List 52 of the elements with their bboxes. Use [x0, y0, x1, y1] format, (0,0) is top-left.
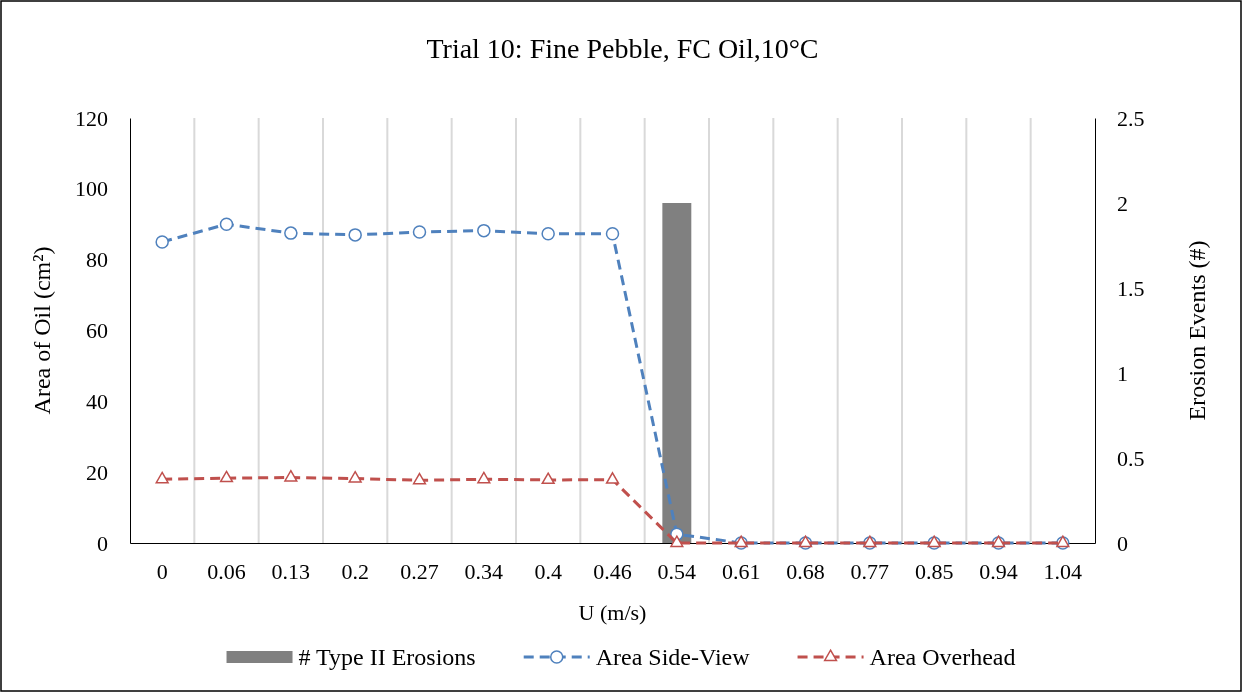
y2-tick-label: 1.5 — [1117, 275, 1145, 301]
point — [412, 225, 427, 239]
x-tick-label: 0.77 — [850, 558, 890, 584]
point — [284, 226, 298, 240]
x-tick-label: 0.2 — [341, 558, 369, 584]
point — [412, 472, 427, 485]
y-tick-label: 20 — [86, 459, 108, 485]
y2-tick-label: 2 — [1117, 190, 1128, 216]
point — [477, 471, 491, 484]
y2-tick-label: 2.5 — [1117, 105, 1145, 131]
point — [605, 472, 620, 484]
x-axis-title: U (m/s) — [578, 600, 647, 625]
point — [284, 469, 298, 482]
y2-tick-label: 0 — [1117, 530, 1128, 556]
chart-title: Trial 10: Fine Pebble, FC Oil,10°C — [426, 33, 819, 64]
y2-tick-label: 0.5 — [1117, 445, 1145, 471]
point — [670, 535, 684, 548]
y-tick-label: 80 — [86, 247, 108, 273]
point — [348, 228, 362, 242]
point — [155, 235, 169, 249]
point — [219, 217, 234, 231]
x-tick-label: 0.13 — [271, 558, 311, 584]
x-tick-label: 0.61 — [721, 558, 761, 584]
legend-label: Area Side-View — [595, 644, 751, 670]
point — [155, 471, 169, 484]
y-tick-label: 40 — [86, 388, 108, 414]
y-tick-label: 0 — [97, 530, 108, 556]
x-tick-label: 0.46 — [593, 558, 632, 584]
x-tick-label: 0.94 — [979, 558, 1018, 584]
x-tick-label: 0.06 — [207, 558, 246, 584]
x-tick-label: 0.34 — [464, 558, 504, 584]
x-tick-label: 0.54 — [657, 558, 697, 584]
point — [541, 472, 555, 485]
x-tick-label: 0 — [156, 558, 168, 584]
legend-label: Area Overhead — [869, 644, 1016, 670]
x-tick-label: 0.4 — [534, 558, 562, 584]
y-tick-label: 100 — [75, 176, 108, 202]
legend-label: # Type II Erosions — [298, 644, 476, 670]
x-tick-label: 0.27 — [400, 558, 439, 584]
y-tick-label: 60 — [86, 318, 108, 344]
point — [477, 223, 491, 238]
y2-axis-title: Erosion Events (#) — [1184, 240, 1210, 421]
point — [348, 471, 362, 483]
y-tick-label: 120 — [75, 105, 108, 131]
x-tick-label: 1.04 — [1043, 558, 1083, 584]
point — [219, 470, 234, 483]
y2-tick-label: 1 — [1117, 360, 1128, 386]
y-axis-title: Area of Oil (cm²) — [29, 246, 55, 415]
x-tick-label: 0.68 — [786, 558, 825, 584]
x-tick-label: 0.85 — [914, 558, 954, 584]
point — [605, 227, 620, 241]
point — [541, 227, 555, 241]
